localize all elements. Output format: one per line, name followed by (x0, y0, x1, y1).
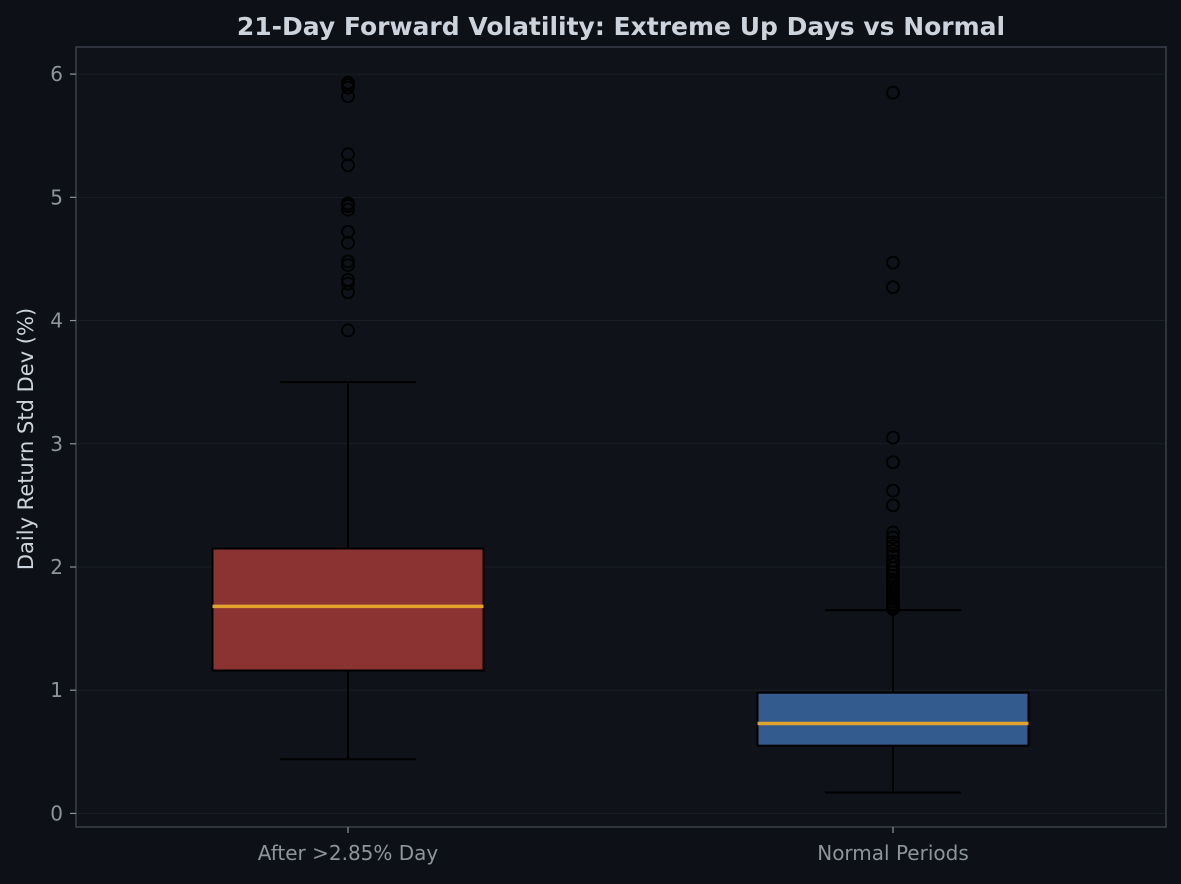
outlier-point (341, 89, 355, 104)
outlier-point (341, 202, 355, 217)
outlier-point (341, 272, 355, 287)
y-tick-label: 4 (50, 309, 63, 333)
outlier-point (886, 539, 900, 553)
chart-title: 21-Day Forward Volatility: Extreme Up Da… (237, 12, 1005, 41)
outlier-point (886, 544, 900, 558)
outlier-point (886, 565, 900, 579)
y-tick-label: 6 (50, 62, 63, 86)
outlier-point (341, 236, 355, 250)
boxes-layer (211, 75, 1030, 794)
outlier-point (886, 525, 900, 540)
outlier-point (886, 568, 900, 583)
outlier-point (886, 498, 900, 513)
outlier-point (341, 158, 355, 173)
x-tick-label: After >2.85% Day (258, 841, 439, 865)
outlier-point (886, 280, 900, 295)
outlier-point (886, 530, 900, 545)
y-tick-label: 0 (50, 801, 63, 825)
outlier-point (341, 196, 355, 211)
outlier-point (341, 323, 355, 338)
box-group (756, 85, 1030, 794)
box-group (211, 75, 485, 761)
outlier-point (341, 254, 355, 269)
outlier-point (341, 147, 355, 162)
outlier-point (886, 553, 900, 568)
outlier-point (886, 549, 900, 563)
y-tick-label: 2 (50, 555, 63, 579)
outlier-point (341, 75, 355, 90)
outlier-point (886, 455, 900, 470)
box-iqr (211, 547, 485, 672)
outlier-point (886, 483, 900, 498)
gridlines (76, 73, 1166, 814)
y-tick-label: 5 (50, 185, 63, 209)
box-iqr (756, 691, 1030, 747)
x-axis: After >2.85% Day Normal Periods (258, 827, 969, 865)
outlier-point (341, 258, 355, 273)
outlier-point (886, 557, 900, 572)
x-tick-label: Normal Periods (817, 841, 969, 865)
y-tick-label: 1 (50, 678, 63, 702)
y-axis: 0 1 2 3 4 5 6 (50, 62, 76, 825)
y-tick-label: 3 (50, 432, 63, 456)
outlier-point (886, 572, 900, 587)
outlier-point (886, 85, 900, 100)
outlier-point (341, 276, 355, 291)
outlier-point (341, 224, 355, 239)
plot-frame (75, 46, 1167, 828)
outlier-point (886, 255, 900, 270)
outlier-point (886, 535, 900, 550)
y-axis-label: Daily Return Std Dev (%) (14, 308, 38, 570)
outlier-point (886, 430, 900, 445)
